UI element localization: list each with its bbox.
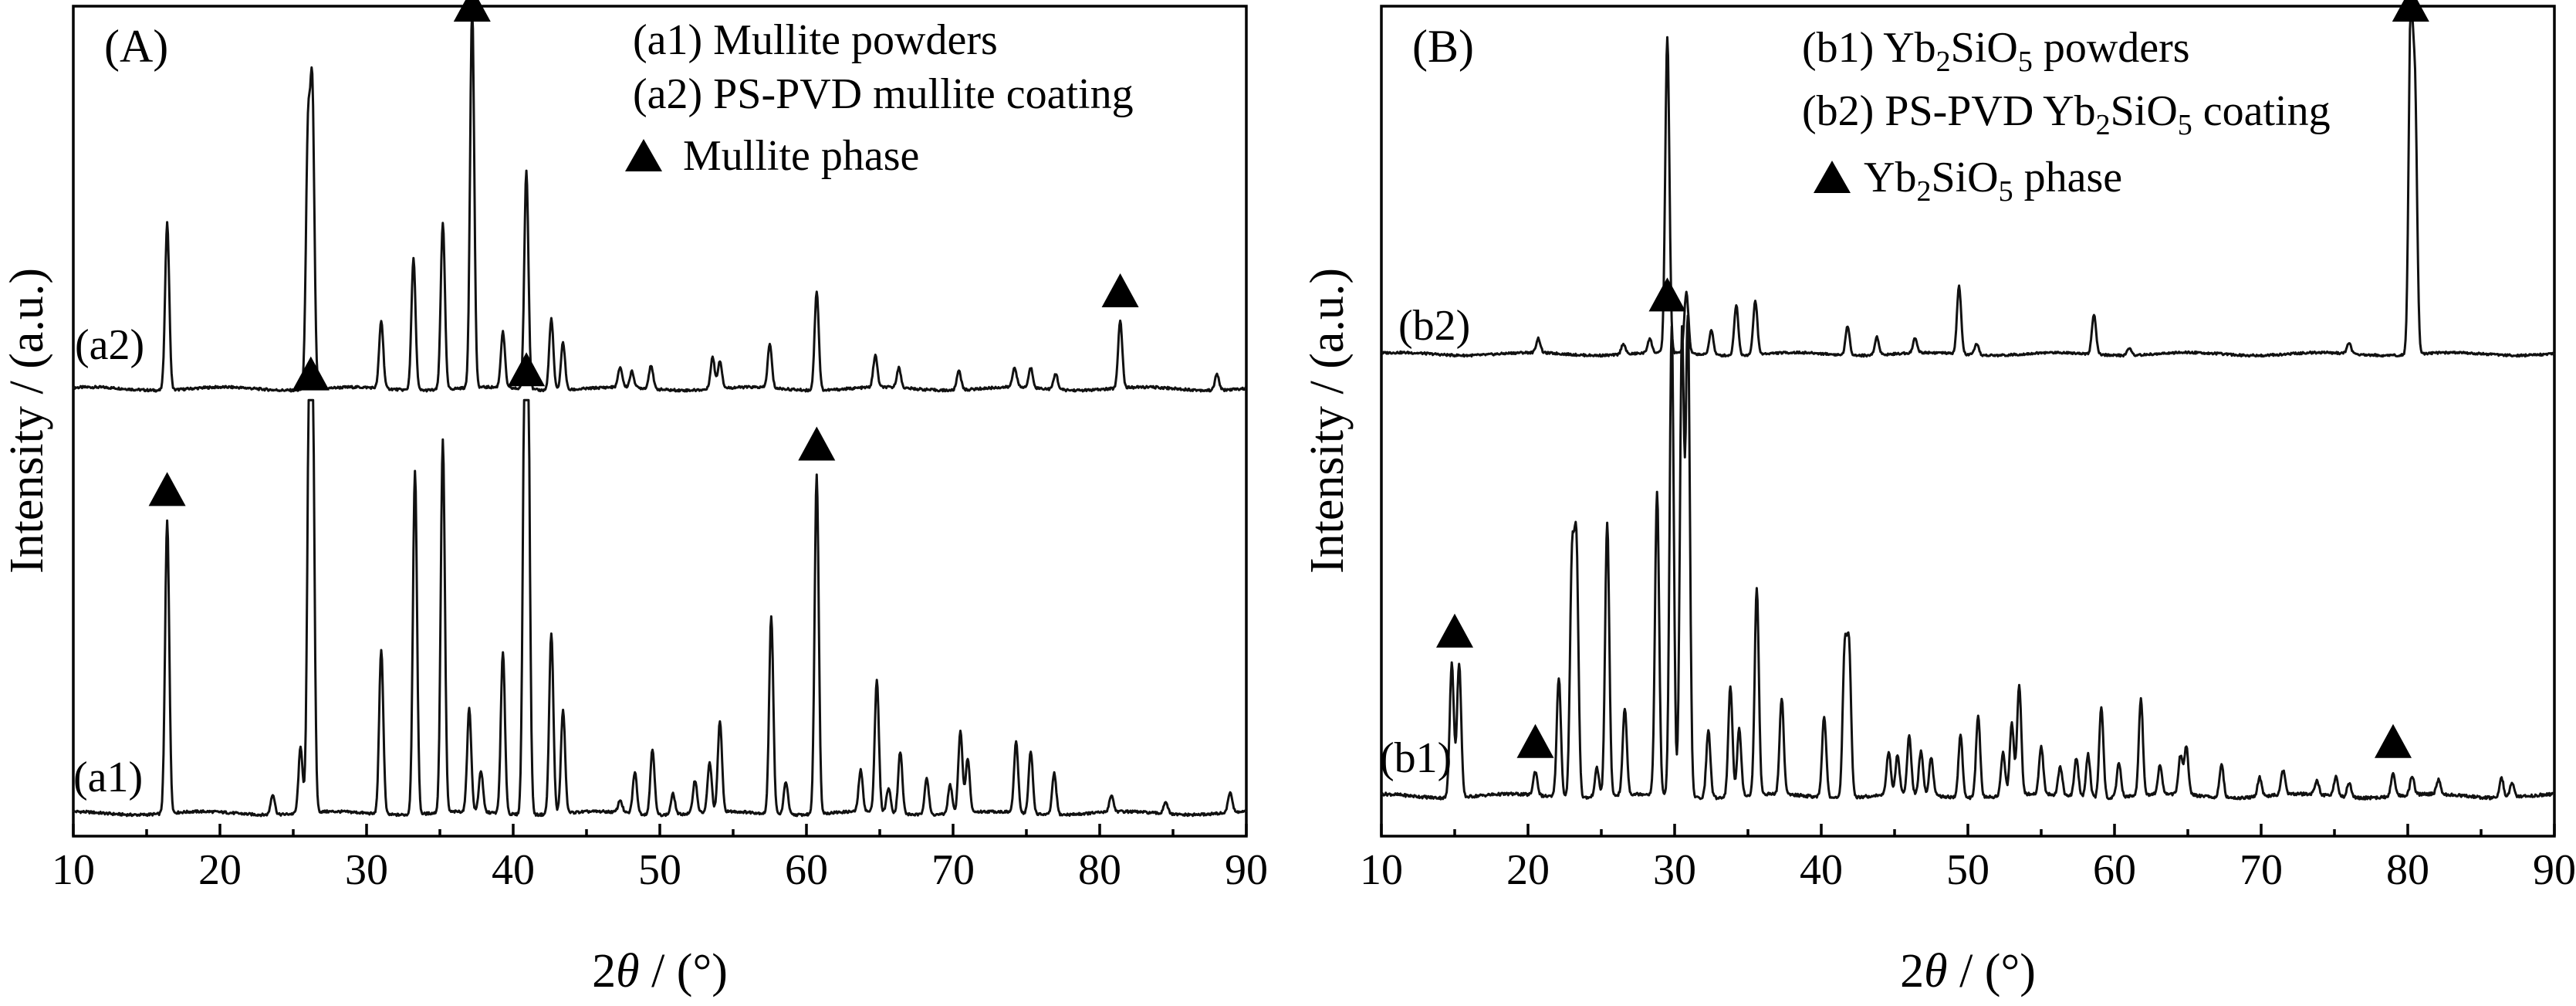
panel-b-traces <box>1380 12 2556 801</box>
x-tick-label: 50 <box>638 846 681 894</box>
x-tick-label: 30 <box>1653 846 1696 894</box>
trace-label-a1: (a1) <box>73 754 143 801</box>
trace-b2 <box>1381 12 2556 358</box>
x-tick-label: 40 <box>1800 846 1843 894</box>
legend-b-item-3: Yb2SiO5 phase <box>1864 154 2122 208</box>
x-tick-label: 70 <box>2240 846 2283 894</box>
legend-b-item-2: (b2) PS-PVD Yb2SiO5 coating <box>1802 87 2331 141</box>
panel-a-label: (A) <box>104 21 168 72</box>
phase-marker-triangle-icon <box>292 356 330 391</box>
x-tick-label: 20 <box>1506 846 1550 894</box>
x-tick-label: 90 <box>1225 846 1268 894</box>
panel-a-x-axis-label: 2θ / (°) <box>592 945 728 998</box>
trace-a1 <box>72 398 1248 818</box>
panel-a-traces <box>72 9 1248 818</box>
legend-a-item-1: (a1) Mullite powders <box>633 16 998 64</box>
trace-label-a2: (a2) <box>75 321 144 369</box>
legend-a-triangle-icon <box>625 139 662 171</box>
x-tick-label: 40 <box>492 846 535 894</box>
x-tick-label: 80 <box>2386 846 2429 894</box>
x-tick-label: 10 <box>52 846 95 894</box>
phase-marker-triangle-icon <box>1516 723 1554 758</box>
phase-marker-triangle-icon <box>2392 0 2429 22</box>
x-tick-label: 50 <box>1946 846 1989 894</box>
phase-marker-triangle-icon <box>1436 613 1473 648</box>
x-tick-label: 70 <box>931 846 975 894</box>
panel-b-x-axis-label: 2θ / (°) <box>1900 945 2036 998</box>
legend-a-item-2: (a2) PS-PVD mullite coating <box>633 70 1134 118</box>
panel-b-phase-markers <box>1436 0 2429 758</box>
panel-b-legend: (b1) Yb2SiO5 powders (b2) PS-PVD Yb2SiO5… <box>1802 24 2331 208</box>
legend-a-item-3: Mullite phase <box>683 132 919 180</box>
x-tick-label: 60 <box>785 846 828 894</box>
trace-label-b2: (b2) <box>1398 302 1470 350</box>
panel-a-x-ticks: 10 20 30 40 50 60 70 80 90 <box>52 824 1268 894</box>
phase-marker-triangle-icon <box>148 472 186 506</box>
trace-label-b1: (b1) <box>1380 734 1452 782</box>
x-tick-label: 20 <box>198 846 242 894</box>
phase-marker-triangle-icon <box>798 426 836 461</box>
panel-a: 10 20 30 40 50 60 70 80 90 (A) (a1) Mullite powd… <box>1 0 1268 998</box>
panel-a-plot-frame <box>72 5 1248 838</box>
x-tick-label: 80 <box>1078 846 1121 894</box>
x-tick-label: 90 <box>2533 846 2576 894</box>
panel-a-legend: (a1) Mullite powders (a2) PS-PVD mullite… <box>625 16 1134 180</box>
panel-b-y-axis-label: Intensity / (a.u.) <box>1301 268 1354 574</box>
panel-b-label: (B) <box>1412 21 1474 72</box>
panel-a-phase-markers <box>148 0 1139 506</box>
legend-b-item-1: (b1) Yb2SiO5 powders <box>1802 24 2190 78</box>
x-tick-label: 60 <box>2093 846 2136 894</box>
trace-b1 <box>1380 314 2555 801</box>
phase-marker-triangle-icon <box>1648 277 1686 312</box>
trace-a2 <box>72 9 1247 393</box>
phase-marker-triangle-icon <box>1101 273 1139 307</box>
phase-marker-triangle-icon <box>453 0 491 22</box>
phase-marker-triangle-icon <box>508 352 546 387</box>
panel-b: 10 20 30 40 50 60 70 80 90 (B) (b1) Yb2SiO5 powd… <box>1301 0 2576 998</box>
phase-marker-triangle-icon <box>2375 723 2412 758</box>
x-tick-label: 30 <box>345 846 388 894</box>
panel-b-x-ticks: 10 20 30 40 50 60 70 80 90 <box>1360 824 2576 894</box>
legend-b-triangle-icon <box>1814 161 1851 193</box>
x-tick-label: 10 <box>1360 846 1403 894</box>
panel-a-y-axis-label: Intensity / (a.u.) <box>1 268 53 574</box>
